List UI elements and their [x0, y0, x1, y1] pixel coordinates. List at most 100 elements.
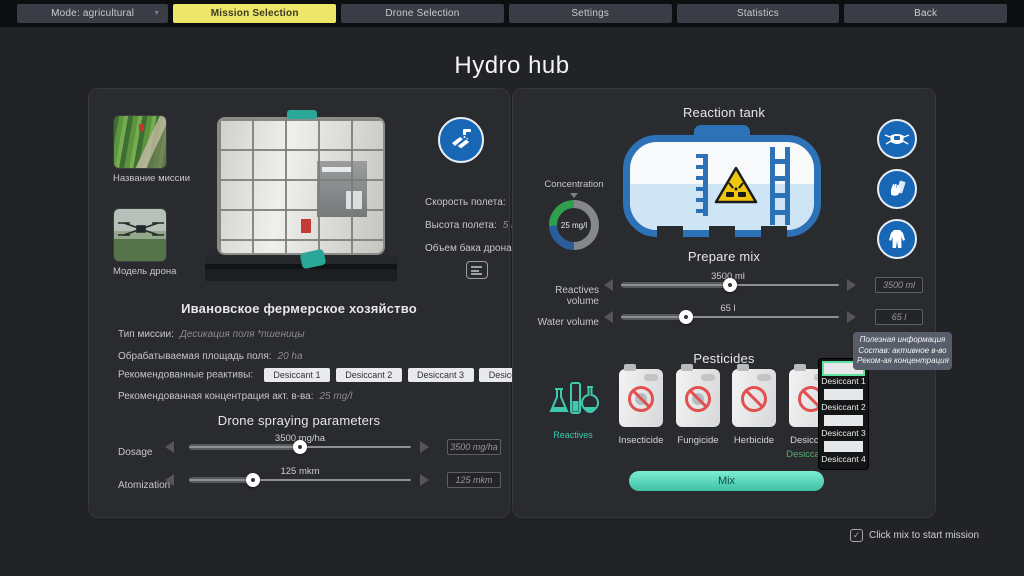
mode-label: Mode: agricultural: [51, 8, 135, 19]
no-insects-icon: [628, 386, 654, 412]
dosage-increase-arrow[interactable]: [420, 441, 429, 453]
water-volume-label: Water volume: [537, 317, 599, 328]
recommended-concentration-row: Рекомендованная концентрация акт. в-ва: 2…: [118, 391, 353, 402]
dosage-slider-handle[interactable]: [293, 440, 307, 454]
tab-back[interactable]: Back: [844, 4, 1008, 23]
reactives-volume-input[interactable]: 3500 ml: [875, 277, 923, 293]
drone-thumbnail[interactable]: [113, 208, 167, 262]
mission-thumb-label: Название миссии: [113, 173, 191, 184]
insecticide-can[interactable]: [619, 364, 663, 427]
dropdown-item-3[interactable]: Desiccant 3: [821, 428, 866, 438]
desiccant-3-button[interactable]: Desiccant 3: [407, 368, 474, 382]
reaction-tank-title: Reaction tank: [682, 105, 766, 120]
reactives-selector[interactable]: Reactives: [541, 377, 605, 440]
selected-desiccant-label: Desiccant 1: [786, 449, 836, 460]
recommended-reactives-row: Рекомендованные реактивы: Desiccant 1 De…: [118, 368, 546, 382]
reactives-volume-increase-arrow[interactable]: [847, 279, 856, 291]
concentration-donut: 25 mg/l: [549, 200, 599, 250]
tank-measure-ladder: [696, 154, 709, 216]
atomization-slider-handle[interactable]: [246, 473, 261, 487]
chevron-down-icon: ▼: [153, 10, 161, 17]
dosage-input[interactable]: 3500 mg/ha: [447, 439, 501, 455]
top-bar: Mode: agricultural ▼ Mission Selection D…: [0, 0, 1024, 27]
desiccant-label: Desiccant: [790, 435, 832, 446]
footer-hint: ✓ Click mix to start mission: [850, 529, 979, 542]
reactives-icon-label: Reactives: [553, 430, 593, 440]
drone-icon: [118, 222, 164, 236]
dropdown-swatch-2[interactable]: [824, 389, 863, 400]
no-fungus-icon: [685, 386, 711, 412]
field-marker: [139, 124, 144, 131]
tab-statistics[interactable]: Statistics: [676, 4, 840, 23]
dropdown-swatch-3[interactable]: [824, 415, 863, 426]
dropdown-swatch-4[interactable]: [824, 441, 863, 452]
dosage-decrease-arrow[interactable]: [165, 441, 174, 453]
flight-altitude-row: Высота полета: 5 м: [425, 220, 518, 231]
gloves-ppe-icon: [877, 169, 917, 209]
caret-down-icon: [570, 193, 578, 198]
tab-mission-selection[interactable]: Mission Selection: [173, 4, 337, 23]
reaction-panel: Reaction tank Concentrati: [512, 88, 952, 518]
reactives-volume-slider[interactable]: [621, 278, 839, 292]
checkbox-icon: ✓: [850, 529, 863, 542]
page-title: Hydro hub: [454, 52, 570, 79]
mask-ppe-icon: [877, 119, 917, 159]
water-volume-increase-arrow[interactable]: [847, 311, 856, 323]
dropdown-item-2[interactable]: Desiccant 2: [821, 402, 866, 412]
dropdown-item-4[interactable]: Desiccant 4: [821, 454, 866, 464]
desiccant-2-button[interactable]: Desiccant 2: [335, 368, 402, 382]
fungicide-can[interactable]: [676, 364, 720, 427]
atomization-label: Atomization: [118, 480, 171, 491]
footer-hint-text: Click mix to start mission: [869, 530, 980, 541]
wash-hands-icon: [438, 117, 484, 163]
fungicide-label: Fungicide: [677, 435, 719, 446]
dosage-slider[interactable]: [189, 440, 411, 454]
concentration-label: Concentration: [544, 179, 604, 190]
flasks-icon: [549, 382, 599, 414]
water-volume-value: 65 l: [720, 303, 736, 314]
herbicide-label: Herbicide: [733, 435, 775, 446]
ibc-cage: [217, 117, 385, 255]
mission-type-row: Тип миссии: Десикация поля *пшеницы: [118, 329, 305, 340]
concentration-value: 25 mg/l: [560, 220, 588, 230]
reaction-tank-image: [623, 125, 821, 237]
ibc-cap: [287, 110, 317, 119]
ibc-tank-image: [201, 109, 401, 281]
mode-dropdown[interactable]: Mode: agricultural ▼: [17, 4, 169, 23]
no-herbs-icon: [741, 386, 767, 412]
water-volume-decrease-arrow[interactable]: [604, 311, 613, 323]
dosage-label: Dosage: [118, 447, 153, 458]
dropdown-swatch-1[interactable]: [822, 361, 865, 376]
tab-drone-selection[interactable]: Drone Selection: [341, 4, 504, 23]
atomization-slider[interactable]: [189, 473, 411, 487]
pesticides-title: Pesticides: [693, 351, 755, 366]
reactive-tooltip: Полезная информация Состав: активное в-в…: [853, 332, 952, 370]
spraying-parameters-title: Drone spraying parameters: [217, 413, 381, 428]
tab-settings[interactable]: Settings: [508, 4, 672, 23]
dropdown-item-1[interactable]: Desiccant 1: [821, 376, 866, 386]
atomization-increase-arrow[interactable]: [420, 474, 429, 486]
water-volume-slider-handle[interactable]: [679, 310, 694, 324]
mission-thumbnail[interactable]: [113, 115, 167, 169]
reactives-volume-slider-handle[interactable]: [723, 278, 737, 292]
mission-panel: Название миссии Модель дрона: [88, 88, 546, 518]
reactives-volume-value: 3500 ml: [711, 271, 745, 282]
desiccant-1-button[interactable]: Desiccant 1: [263, 368, 330, 382]
atomization-input[interactable]: 125 mkm: [447, 472, 501, 488]
prepare-mix-title: Prepare mix: [687, 249, 761, 264]
herbicide-can[interactable]: [732, 364, 776, 427]
concentration-gauge: Concentration 25 mg/l: [529, 179, 619, 250]
atomization-decrease-arrow[interactable]: [165, 474, 174, 486]
reactives-volume-label: Reactives volume: [555, 285, 599, 307]
dosage-value: 3500 mg/ha: [274, 433, 326, 444]
details-list-icon[interactable]: [466, 261, 488, 279]
water-volume-slider[interactable]: [621, 310, 839, 324]
reactives-volume-decrease-arrow[interactable]: [604, 279, 613, 291]
corrosive-warning-icon: [714, 166, 758, 204]
atomization-value: 125 mkm: [280, 466, 320, 477]
desiccant-dropdown[interactable]: Desiccant 1 Desiccant 2 Desiccant 3 Desi…: [818, 358, 869, 470]
water-volume-input[interactable]: 65 l: [875, 309, 923, 325]
mix-button[interactable]: Mix: [629, 471, 824, 491]
suit-ppe-icon: [877, 219, 917, 259]
